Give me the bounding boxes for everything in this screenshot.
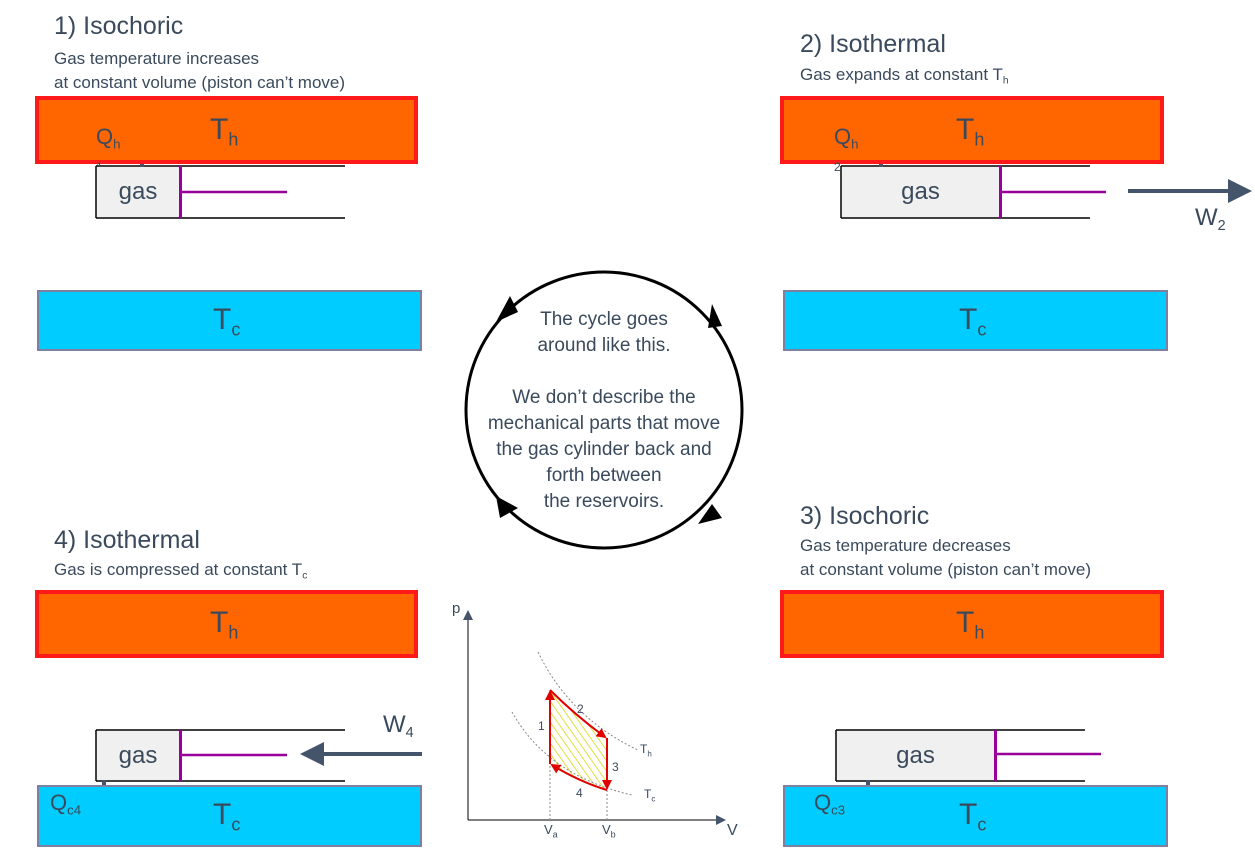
panel4-gas: gas	[97, 731, 179, 780]
pv-diagram	[463, 610, 726, 825]
cycle-arrowheads	[496, 296, 722, 524]
cycle-text-line1: The cycle goes	[540, 309, 668, 330]
panel4-desc: Gas is compressed at constant Tc	[54, 560, 308, 582]
panel2-cold-reservoir	[783, 290, 1168, 351]
panel1-gas: gas	[97, 167, 179, 217]
panel3-desc-line2: at constant volume (piston can’t move)	[800, 560, 1092, 579]
pv-step3-label: 3	[612, 760, 619, 774]
panel4-heat-label: Qc4	[50, 790, 82, 818]
pv-work-area	[550, 690, 607, 790]
panel3-hot-label: Th	[956, 606, 985, 643]
cycle-text-line6: forth between	[546, 465, 662, 486]
panel2-heat-label: Qh	[834, 124, 859, 152]
panel3-desc-line1: Gas temperature decreases	[800, 536, 1011, 555]
pv-p-label: p	[452, 600, 461, 617]
panel2-state-num: 2	[834, 160, 841, 174]
panel2-cold-label: Tc	[959, 303, 987, 340]
panel4-hot-reservoir	[35, 590, 418, 658]
panel3-hot-reservoir	[780, 590, 1164, 658]
pv-step4-label: 4	[576, 786, 583, 800]
panel3-heat-label: Qc3	[814, 790, 846, 818]
panel2-gas: gas	[842, 167, 999, 217]
panel1-title: 1) Isochoric	[54, 12, 184, 40]
cycle-circle	[464, 270, 744, 550]
pv-th-label: Th	[640, 742, 652, 759]
cycle-text-line3: We don’t describe the	[512, 387, 696, 408]
panel4-cold-reservoir	[37, 785, 422, 847]
panel4-cylinder	[95, 729, 345, 782]
cycle-description: The cycle goes around like this. We don’…	[474, 307, 734, 515]
cycle-text-line7: the reservoirs.	[543, 491, 665, 512]
panel4-hot-label: Th	[210, 606, 239, 643]
panel2-hot-reservoir	[780, 96, 1164, 164]
panel1-cold-label: Tc	[213, 303, 241, 340]
panel3-title: 3) Isochoric	[800, 502, 930, 530]
cycle-text-line5: the gas cylinder back and	[496, 439, 712, 460]
panel3-cylinder	[835, 729, 1101, 782]
panel2-desc: Gas expands at constant Th	[800, 65, 1009, 87]
panel1-hot-reservoir	[35, 96, 418, 164]
panel4-cold-label: Tc	[213, 798, 241, 835]
panel1-hot-label: Th	[210, 113, 239, 150]
pv-tc-label: Tc	[644, 787, 656, 804]
pv-step2-label: 2	[577, 702, 584, 716]
panel2-work-label: W2	[1195, 204, 1226, 235]
panel4-work-label: W4	[383, 711, 414, 742]
pv-step2	[549, 689, 607, 739]
pv-step4	[550, 763, 608, 791]
pv-vb-label: Vb	[602, 822, 616, 840]
panel4-title: 4) Isothermal	[54, 526, 200, 554]
cycle-text-line2: around like this.	[537, 335, 671, 356]
panel2-hot-label: Th	[956, 113, 985, 150]
panel3-cold-reservoir	[783, 785, 1168, 847]
panel2-title: 2) Isothermal	[800, 30, 946, 58]
pv-v-label: V	[727, 822, 738, 839]
pv-isotherm-th	[537, 651, 639, 751]
panel1-heat-label: Qh	[96, 124, 121, 152]
panel1-desc-line2: at constant volume (piston can’t move)	[54, 73, 346, 92]
panel3-gas: gas	[837, 731, 994, 780]
panel1-cold-reservoir	[37, 290, 422, 351]
pv-isotherm-tc	[511, 711, 633, 796]
panel3-cold-label: Tc	[959, 798, 987, 835]
pv-va-label: Va	[544, 822, 558, 840]
cycle-text-line4: mechanical parts that move	[487, 413, 721, 434]
pv-step1-label: 1	[538, 719, 545, 733]
panel1-desc-line1: Gas temperature increases	[54, 49, 260, 68]
panel1-cylinder	[95, 165, 345, 219]
